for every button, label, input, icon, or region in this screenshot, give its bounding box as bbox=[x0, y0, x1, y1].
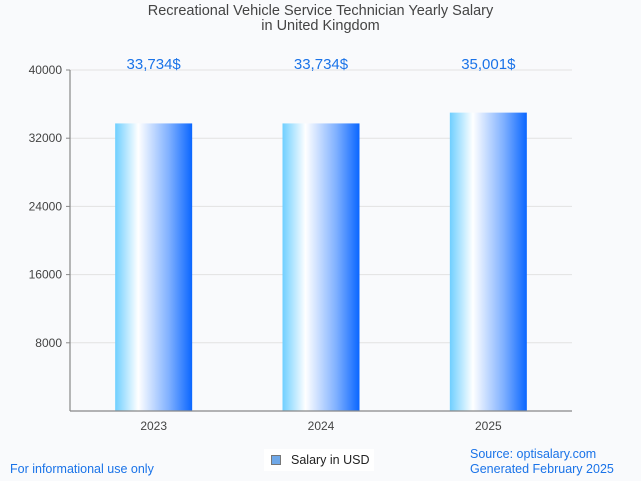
data-label: 35,001$ bbox=[461, 56, 516, 73]
bar bbox=[282, 123, 360, 411]
chart-title-line-2: in United Kingdom bbox=[261, 18, 380, 34]
data-label: 33,734$ bbox=[294, 56, 349, 73]
y-tick-label: 40000 bbox=[29, 63, 63, 77]
legend-label: Salary in USD bbox=[291, 453, 370, 467]
chart-title: Recreational Vehicle Service Technician … bbox=[0, 4, 641, 34]
y-tick-label: 16000 bbox=[29, 268, 63, 282]
legend: Salary in USD bbox=[264, 449, 374, 471]
data-label: 33,734$ bbox=[127, 56, 182, 73]
bar bbox=[115, 123, 193, 411]
x-tick-label: 2025 bbox=[475, 419, 502, 433]
x-tick-label: 2024 bbox=[308, 419, 335, 433]
bar bbox=[449, 112, 527, 411]
source-info: Source: optisalary.com Generated Februar… bbox=[470, 447, 614, 477]
x-tick-label: 2023 bbox=[140, 419, 167, 433]
y-tick-label: 8000 bbox=[35, 336, 62, 350]
source-text: Source: optisalary.com bbox=[470, 447, 597, 461]
y-tick-label: 24000 bbox=[29, 199, 63, 213]
legend-swatch bbox=[271, 455, 281, 465]
generated-text: Generated February 2025 bbox=[470, 462, 614, 476]
y-tick-label: 32000 bbox=[29, 131, 63, 145]
disclaimer-text: For informational use only bbox=[10, 462, 154, 476]
chart-title-line-1: Recreational Vehicle Service Technician … bbox=[147, 3, 494, 19]
